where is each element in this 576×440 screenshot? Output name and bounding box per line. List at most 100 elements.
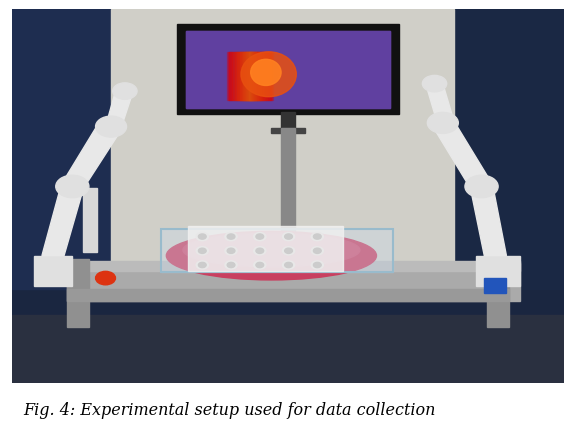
Bar [67, 263, 520, 301]
Circle shape [113, 83, 137, 99]
Polygon shape [42, 184, 84, 256]
Bar [244, 52, 247, 100]
Bar [255, 52, 257, 100]
Ellipse shape [251, 59, 281, 85]
Circle shape [253, 261, 266, 269]
Bar [232, 52, 234, 100]
Ellipse shape [166, 231, 377, 280]
Bar [267, 52, 269, 100]
Circle shape [96, 271, 115, 285]
Bar [233, 52, 235, 100]
Circle shape [285, 234, 293, 239]
Bar [263, 52, 266, 100]
Circle shape [256, 262, 264, 268]
Bar [242, 52, 245, 100]
Bar [484, 278, 506, 293]
Bar [234, 52, 236, 100]
Bar [245, 52, 247, 100]
Circle shape [256, 248, 264, 253]
Bar [240, 52, 242, 100]
Bar [268, 52, 271, 100]
Bar [271, 52, 273, 100]
Circle shape [427, 112, 458, 133]
Polygon shape [105, 87, 133, 127]
Circle shape [225, 247, 237, 255]
Text: Fig. 4: Experimental setup used for data collection: Fig. 4: Experimental setup used for data… [23, 403, 435, 419]
Bar [33, 256, 73, 286]
Bar [188, 226, 343, 271]
Bar [252, 52, 253, 100]
Bar [238, 52, 240, 100]
Bar [245, 52, 248, 100]
Circle shape [196, 247, 209, 255]
Bar [67, 290, 509, 301]
Bar [247, 52, 249, 100]
Bar [261, 52, 263, 100]
Bar [231, 52, 233, 100]
Bar [258, 52, 260, 100]
Circle shape [198, 262, 206, 268]
Circle shape [282, 261, 295, 269]
Bar [232, 52, 234, 100]
Bar [269, 52, 271, 100]
Circle shape [285, 262, 293, 268]
Bar [249, 52, 251, 100]
Circle shape [311, 261, 323, 269]
Circle shape [227, 234, 235, 239]
Polygon shape [471, 184, 506, 256]
Bar [67, 260, 89, 326]
Bar [260, 52, 263, 100]
Bar [185, 31, 391, 108]
Bar [454, 9, 564, 290]
Bar [247, 52, 249, 100]
Bar [161, 230, 393, 272]
Circle shape [225, 232, 237, 241]
Polygon shape [426, 84, 454, 123]
Circle shape [253, 232, 266, 241]
Bar [236, 52, 238, 100]
Bar [249, 52, 252, 100]
Bar [257, 52, 260, 100]
Bar [253, 52, 256, 100]
Bar [260, 52, 262, 100]
Bar [281, 128, 295, 271]
Bar [235, 52, 237, 100]
Bar [241, 52, 244, 100]
Bar [67, 261, 520, 271]
Bar [268, 52, 270, 100]
Bar [237, 52, 240, 100]
Bar [476, 256, 520, 286]
Bar [252, 52, 255, 100]
Circle shape [198, 234, 206, 239]
Bar [244, 52, 245, 100]
Circle shape [225, 261, 237, 269]
Bar [262, 52, 264, 100]
Ellipse shape [241, 52, 296, 97]
Circle shape [313, 234, 321, 239]
Circle shape [256, 234, 264, 239]
Circle shape [422, 75, 447, 92]
Circle shape [196, 232, 209, 241]
Bar [229, 52, 231, 100]
Bar [248, 52, 250, 100]
Circle shape [311, 247, 323, 255]
Bar [256, 52, 258, 100]
Bar [487, 260, 509, 326]
Bar [242, 52, 244, 100]
Bar [12, 9, 111, 290]
Bar [266, 52, 268, 100]
Bar [250, 52, 252, 100]
Circle shape [311, 232, 323, 241]
Bar [111, 9, 454, 271]
Circle shape [196, 261, 209, 269]
Circle shape [282, 247, 295, 255]
Bar [228, 52, 230, 100]
Circle shape [285, 248, 293, 253]
Bar [259, 52, 261, 100]
Circle shape [56, 175, 89, 198]
Bar [185, 31, 391, 108]
Circle shape [253, 247, 266, 255]
Circle shape [465, 175, 498, 198]
Bar [263, 52, 265, 100]
Bar [264, 52, 266, 100]
